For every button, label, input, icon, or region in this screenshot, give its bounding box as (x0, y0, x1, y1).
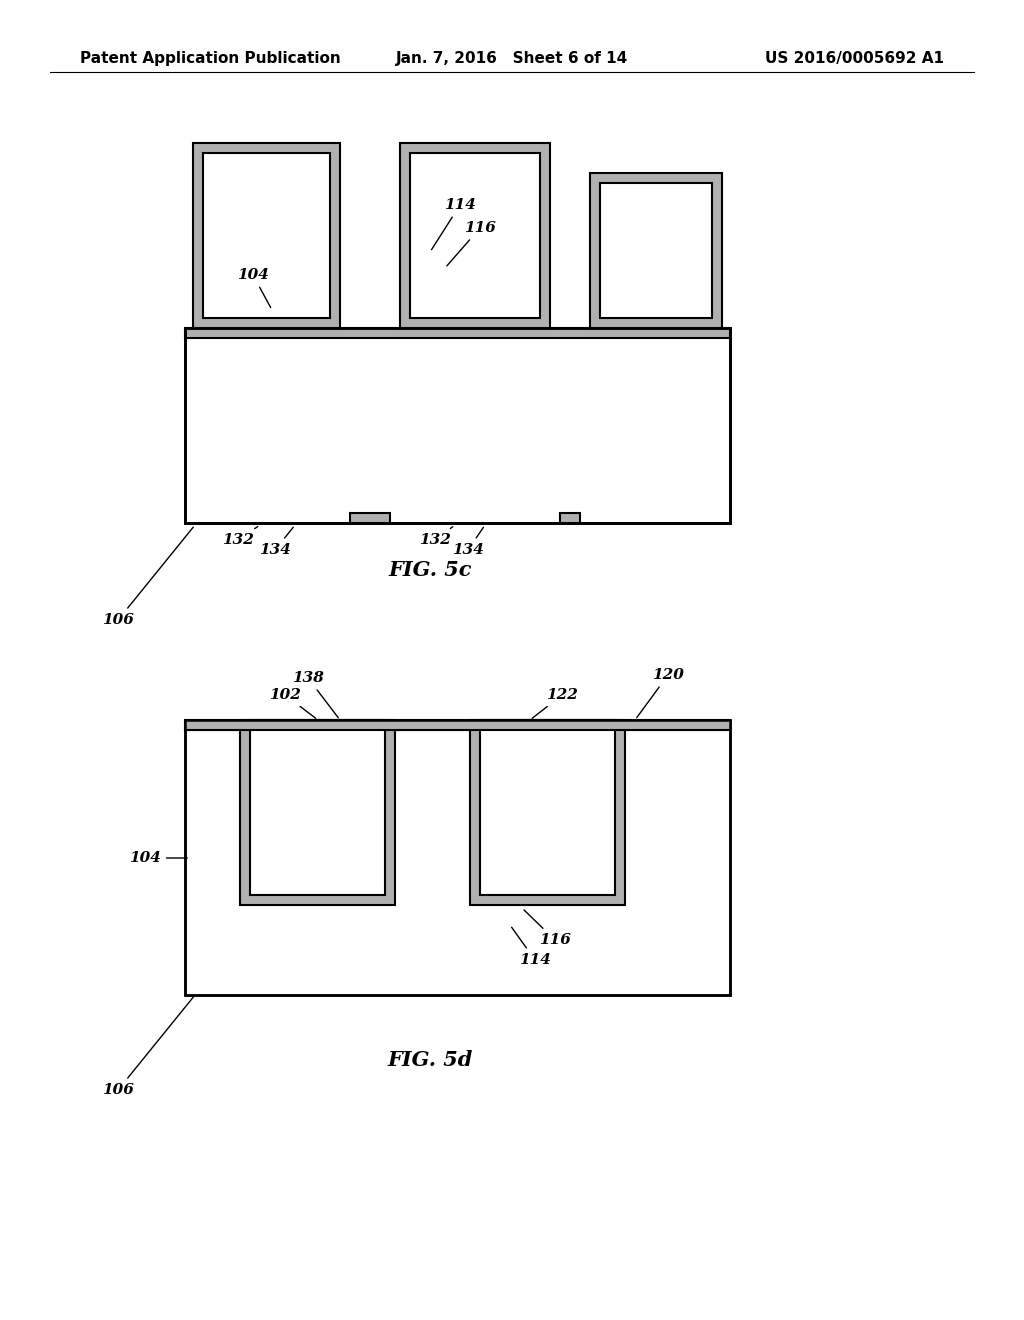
Bar (185, 327, 730, 523)
Text: Patent Application Publication: Patent Application Publication (80, 50, 341, 66)
Text: 116: 116 (524, 909, 571, 946)
Bar (185, 327, 730, 523)
Text: 114: 114 (431, 198, 476, 249)
Bar (250, 719, 385, 895)
Text: 120: 120 (637, 668, 684, 718)
Text: 106: 106 (102, 527, 194, 627)
Bar (410, 153, 540, 318)
Text: 104: 104 (238, 268, 270, 308)
Text: 134: 134 (452, 527, 484, 557)
Bar (185, 719, 730, 730)
Text: 134: 134 (259, 527, 293, 557)
Bar (600, 183, 712, 318)
Bar (185, 327, 730, 523)
Bar (480, 719, 615, 895)
Bar (560, 513, 580, 523)
Bar (400, 143, 550, 327)
Text: 132: 132 (419, 527, 453, 546)
Text: 102: 102 (269, 688, 315, 718)
Text: Jan. 7, 2016   Sheet 6 of 14: Jan. 7, 2016 Sheet 6 of 14 (396, 50, 628, 66)
Bar (590, 173, 722, 327)
Text: FIG. 5d: FIG. 5d (387, 1049, 473, 1071)
Bar (350, 513, 390, 523)
Text: 138: 138 (292, 671, 338, 718)
Text: 116: 116 (446, 220, 496, 265)
Bar (185, 719, 730, 730)
Bar (185, 327, 730, 338)
Bar (240, 719, 395, 906)
Bar (193, 143, 340, 327)
Text: 132: 132 (222, 527, 258, 546)
Text: US 2016/0005692 A1: US 2016/0005692 A1 (765, 50, 944, 66)
Bar (470, 719, 625, 906)
Text: 104: 104 (129, 851, 187, 865)
Bar (185, 719, 730, 995)
Text: FIG. 5c: FIG. 5c (388, 560, 472, 579)
Bar (185, 719, 730, 995)
Bar (203, 153, 330, 318)
Text: 106: 106 (102, 997, 194, 1097)
Text: 122: 122 (532, 688, 578, 718)
Text: 114: 114 (512, 927, 551, 968)
